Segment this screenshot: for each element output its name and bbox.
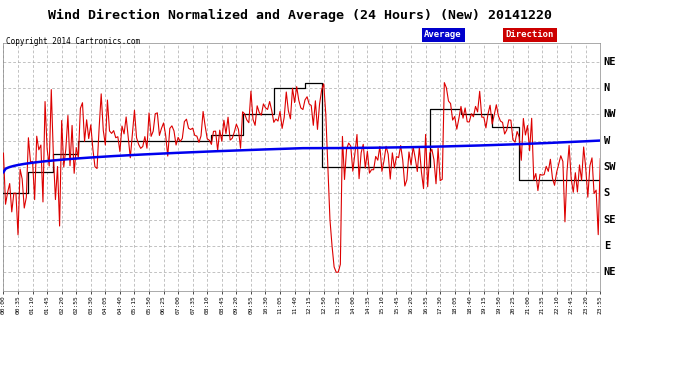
Text: Average: Average (424, 30, 462, 39)
Text: E: E (604, 241, 610, 251)
Text: Wind Direction Normalized and Average (24 Hours) (New) 20141220: Wind Direction Normalized and Average (2… (48, 9, 552, 22)
Text: N: N (604, 83, 610, 93)
Text: Direction: Direction (506, 30, 554, 39)
Text: NW: NW (604, 109, 616, 119)
Text: NE: NE (604, 57, 616, 66)
Text: Copyright 2014 Cartronics.com: Copyright 2014 Cartronics.com (6, 38, 139, 46)
Text: S: S (604, 188, 610, 198)
Text: SW: SW (604, 162, 616, 172)
Text: W: W (604, 135, 610, 146)
Text: NE: NE (604, 267, 616, 277)
Text: SE: SE (604, 214, 616, 225)
